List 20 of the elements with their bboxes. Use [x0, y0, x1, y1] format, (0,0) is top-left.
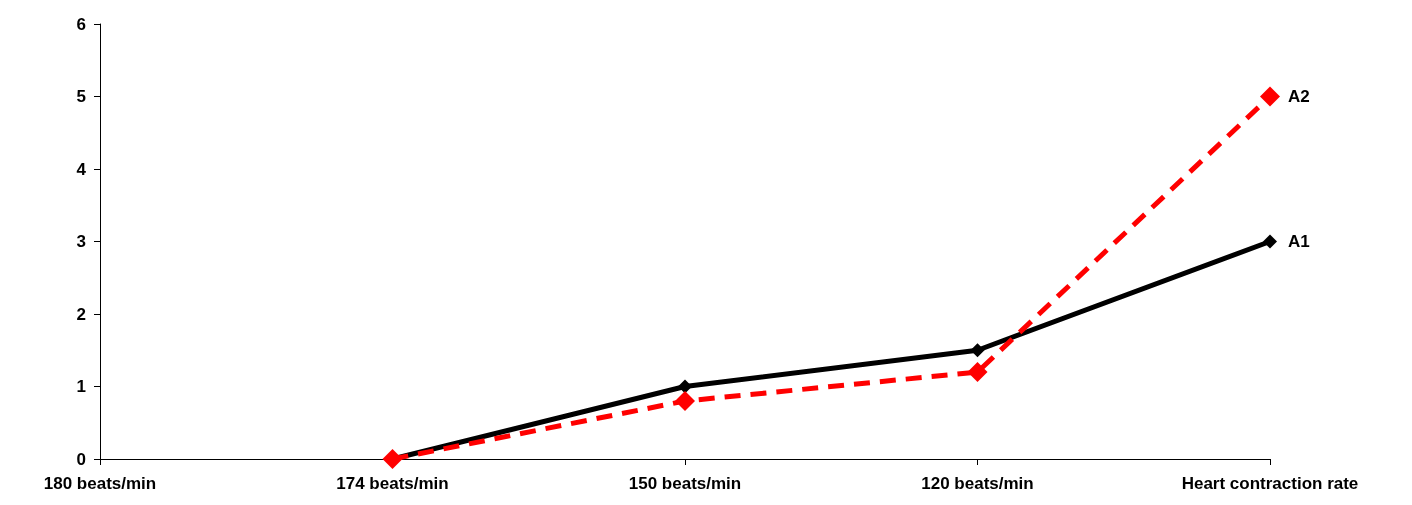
y-tick-label: 3 [76, 232, 86, 251]
x-tick-label: 174 beats/min [336, 474, 449, 493]
point [678, 379, 692, 394]
series-label: A2 [1288, 87, 1310, 106]
y-tick-label: 2 [76, 304, 86, 324]
y-tick-label: 0 [76, 449, 86, 469]
x-tick-label: 150 beats/min [628, 474, 742, 493]
y-tick-label: 5 [76, 87, 86, 106]
x-tick-label: 180 beats/min [43, 474, 157, 493]
x-tick-label: Heart contraction rate [1181, 474, 1359, 493]
point [970, 343, 985, 358]
series-label: A1 [1288, 232, 1310, 251]
y-tick-label: 4 [76, 159, 87, 179]
point [1260, 86, 1280, 107]
point [967, 362, 988, 382]
y-tick-label: 6 [76, 14, 86, 34]
y-tick-label: 1 [76, 377, 86, 396]
point [675, 391, 695, 411]
x-tick-label: 120 beats/min [921, 474, 1034, 493]
point [1263, 234, 1277, 249]
